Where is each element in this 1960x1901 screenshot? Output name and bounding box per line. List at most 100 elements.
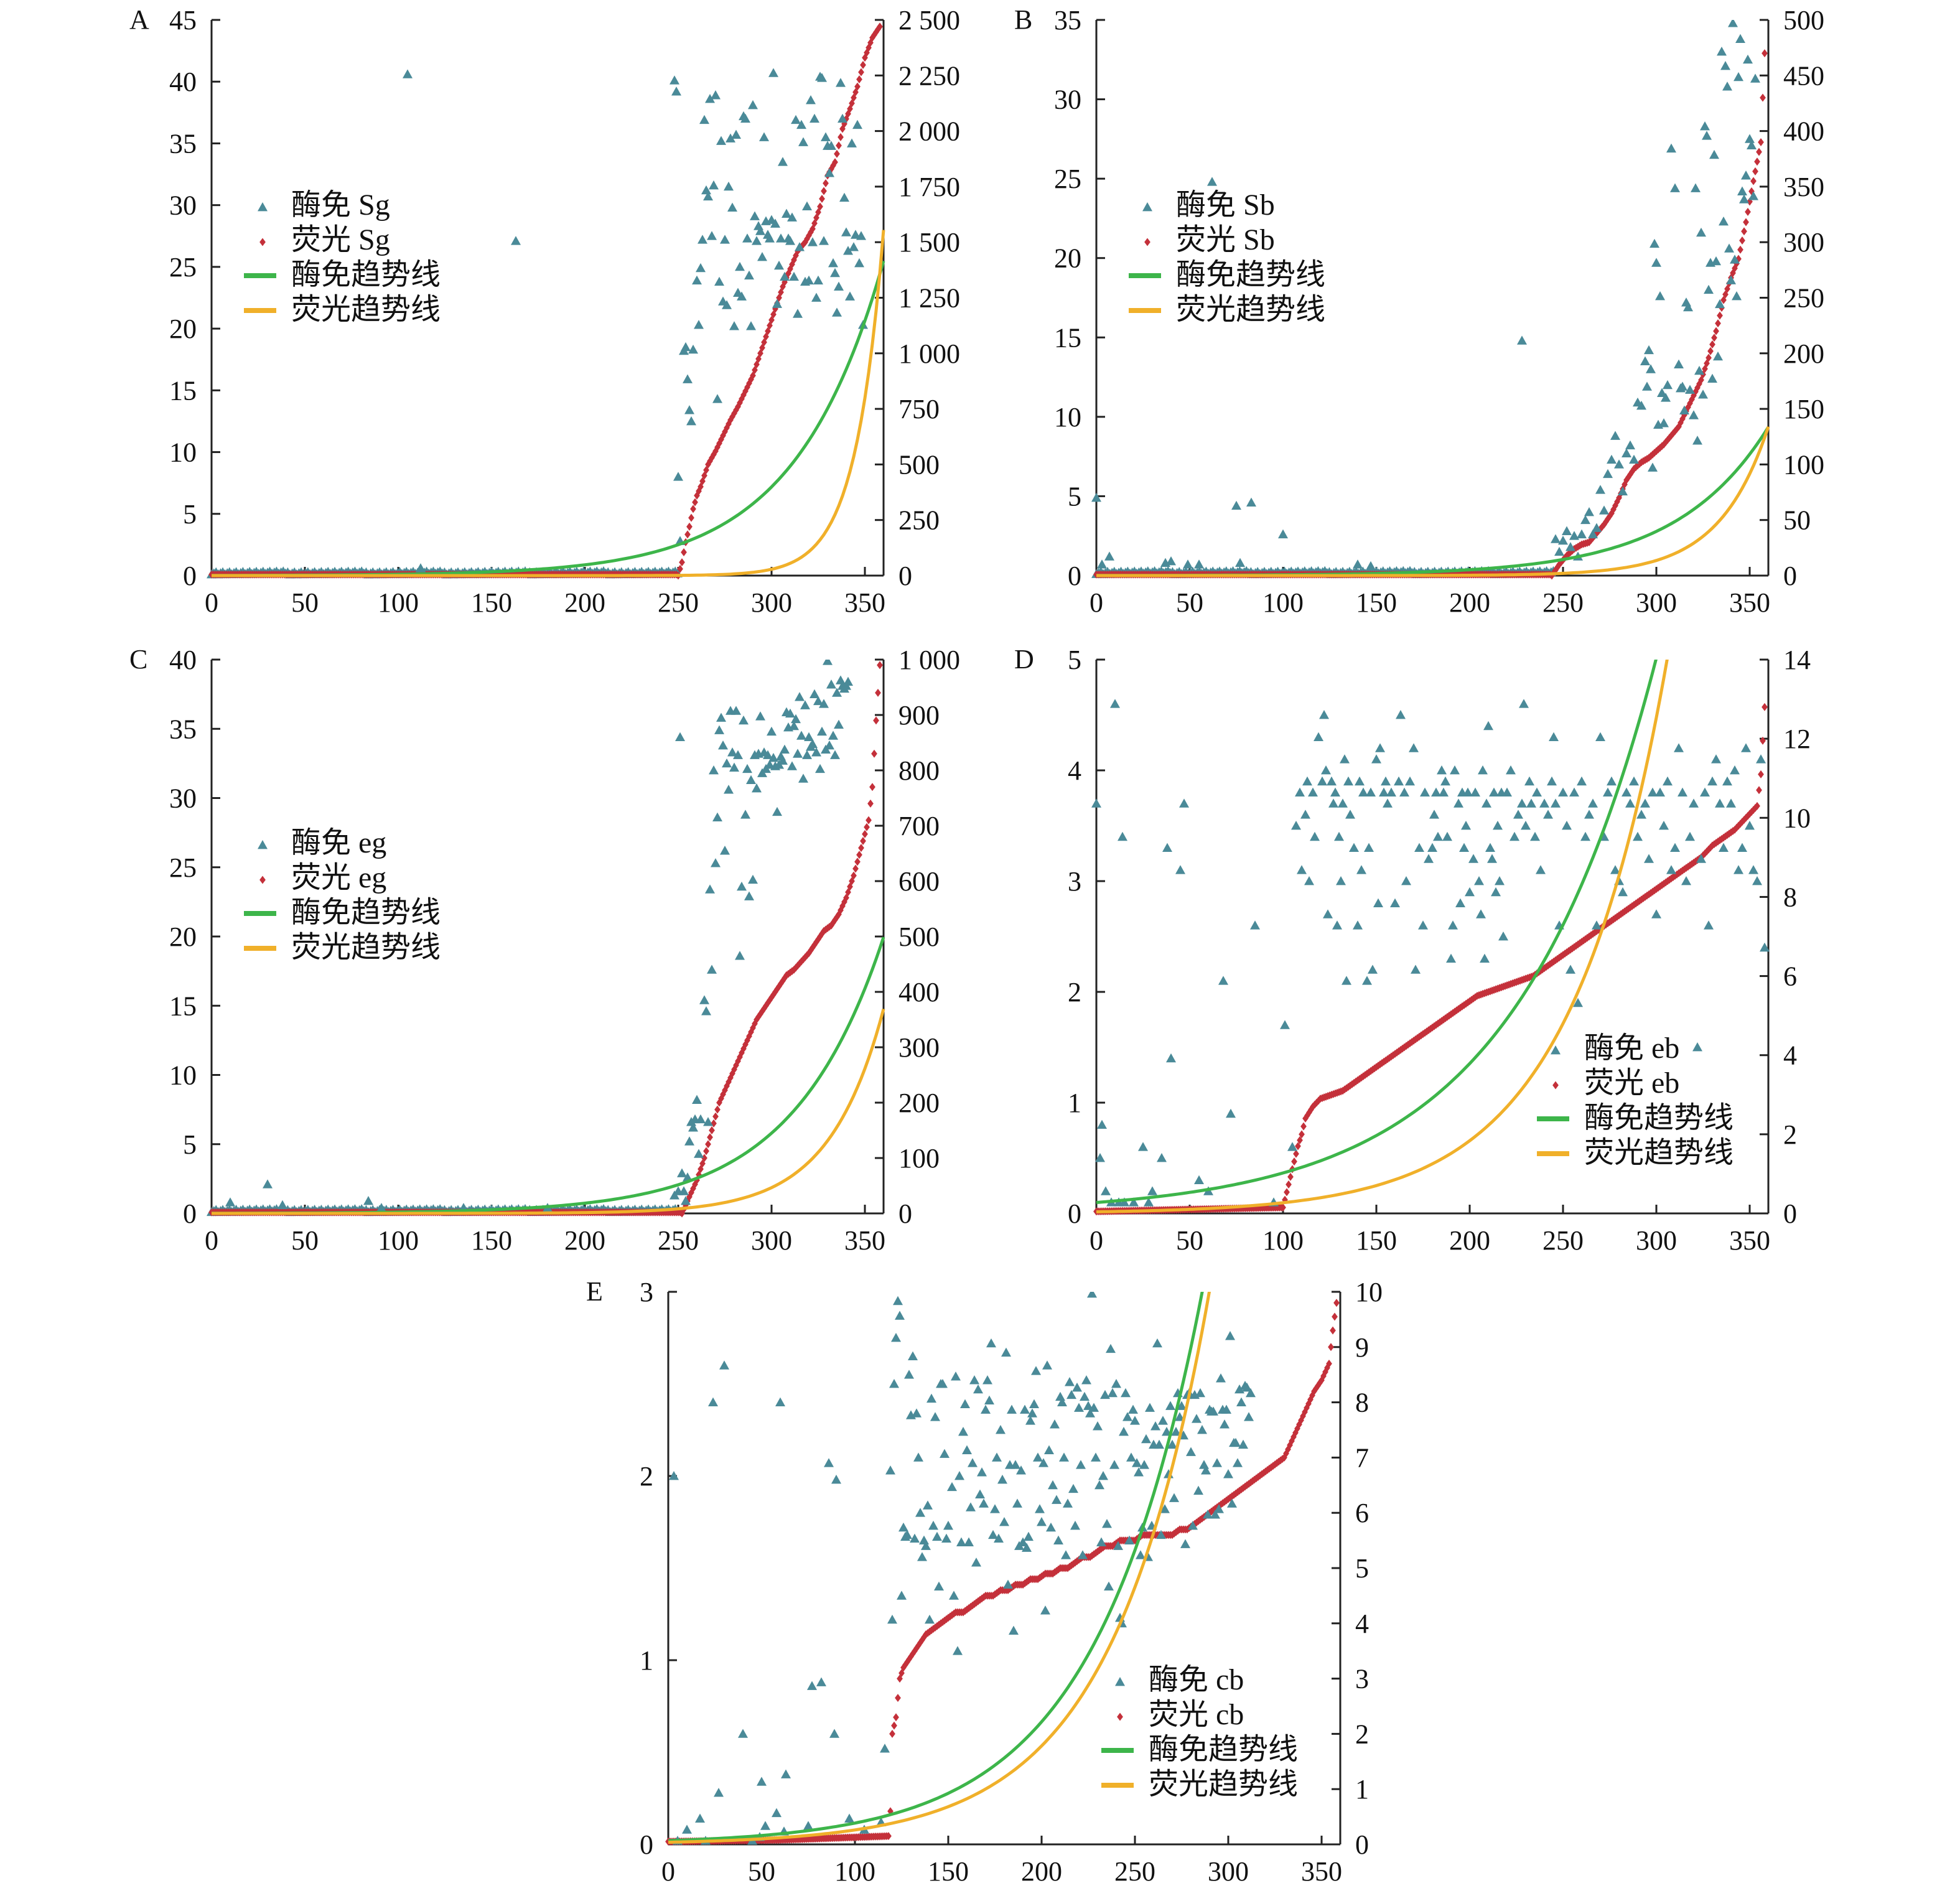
immuno-point (1678, 787, 1687, 796)
immuno-point (1246, 497, 1256, 507)
immuno-point (1390, 898, 1400, 907)
immuno-point (973, 1384, 983, 1394)
immuno-point (1752, 876, 1762, 885)
immuno-point (511, 236, 521, 245)
legend-label: 酶免 Sg (291, 189, 390, 222)
immuno-point (821, 132, 831, 141)
fluor-point (889, 1729, 895, 1738)
immuno-point (1180, 1539, 1190, 1548)
immuno-point (1741, 743, 1751, 752)
immuno-point (1448, 920, 1458, 930)
right-y-tick-label: 800 (898, 755, 940, 786)
right-y-tick-label: 0 (898, 1198, 912, 1229)
immuno-point (748, 874, 758, 884)
immuno-point (836, 78, 846, 87)
immuno-point (1666, 143, 1676, 153)
immuno-point (1420, 787, 1430, 796)
immuno-point (1485, 843, 1495, 852)
immuno-point (1629, 454, 1639, 464)
immuno-point (938, 1379, 948, 1388)
fluor-point (1713, 327, 1719, 335)
immuno-point (828, 731, 838, 740)
fluor-point (885, 1832, 892, 1841)
immuno-point (829, 1729, 839, 1738)
legend-immuno-marker (258, 202, 268, 212)
fluor-point (1280, 1203, 1286, 1212)
immuno-point (1025, 1416, 1035, 1425)
immuno-point (796, 731, 806, 740)
immuno-point (1450, 765, 1460, 775)
fluor-trend-line (212, 230, 885, 577)
immuno-point (1132, 1458, 1142, 1467)
immuno-point (757, 1777, 767, 1786)
immuno-point (716, 712, 726, 722)
immuno-point (737, 291, 747, 301)
immuno-point (847, 138, 857, 147)
immuno-point (692, 275, 702, 285)
fluor-point (817, 202, 823, 211)
immuno-point (1129, 1197, 1139, 1207)
immuno-point (834, 719, 844, 729)
immuno-point (947, 1482, 957, 1492)
immuno-point (1459, 843, 1469, 852)
immuno-point (1722, 776, 1732, 786)
fluor-point (834, 149, 840, 158)
panel-letter: A (129, 4, 149, 35)
left-y-tick-label: 10 (169, 437, 197, 468)
right-y-tick-label: 10 (1783, 803, 1811, 833)
immuno-point (823, 660, 833, 665)
immuno-point (1554, 546, 1564, 556)
immuno-point (724, 785, 734, 794)
immuno-point (1379, 787, 1389, 796)
immuno-point (1636, 810, 1646, 819)
immuno-point (1715, 798, 1725, 808)
legend-immuno-marker (1115, 1677, 1125, 1686)
immuno-point (1474, 876, 1484, 885)
immuno-point (891, 1333, 901, 1342)
immuno-point (1199, 1460, 1209, 1469)
immuno-point (910, 1533, 920, 1543)
legend-label: 荧光趋势线 (1149, 1768, 1298, 1801)
right-y-tick-label: 100 (1783, 449, 1824, 480)
fluor-point (1760, 736, 1766, 745)
x-tick-label: 50 (291, 1225, 319, 1256)
immuno-point (755, 226, 765, 235)
immuno-point (1704, 284, 1714, 294)
immuno-point (904, 1370, 914, 1379)
left-y-tick-label: 5 (1068, 481, 1081, 511)
fluor-trend-line (1096, 426, 1770, 577)
immuno-point (1562, 821, 1572, 830)
left-y-tick-label: 0 (183, 561, 197, 591)
x-tick-label: 300 (751, 587, 792, 618)
immuno-point (1517, 798, 1527, 808)
immuno-point (1003, 1579, 1013, 1589)
left-y-tick-label: 1 (640, 1645, 653, 1676)
fluor-trend-line (668, 1292, 1211, 1844)
panel-letter: D (1014, 644, 1034, 675)
immuno-point (1016, 1465, 1026, 1475)
immuno-point (699, 995, 709, 1004)
immuno-point (949, 1590, 959, 1600)
immuno-point (1226, 1108, 1236, 1118)
immuno-point (1188, 1520, 1198, 1530)
right-y-tick-label: 300 (898, 1032, 940, 1063)
immuno-point (1295, 787, 1305, 796)
immuno-point (705, 884, 715, 894)
left-y-tick-label: 25 (1054, 164, 1081, 194)
fluor-point (867, 799, 874, 808)
immuno-point (1696, 854, 1706, 863)
fluor-point (1286, 1180, 1292, 1189)
immuno-point (898, 1522, 908, 1532)
legend-label: 荧光 cb (1149, 1698, 1244, 1731)
immuno-point (1588, 529, 1598, 539)
left-y-tick-label: 10 (169, 1060, 197, 1091)
immuno-point (729, 321, 739, 330)
immuno-point (688, 1123, 698, 1132)
right-y-tick-label: 12 (1783, 724, 1811, 754)
immuno-point (997, 1474, 1007, 1484)
legend-immuno-marker (1142, 202, 1152, 212)
immuno-point (1317, 776, 1327, 786)
immuno-point (787, 761, 797, 770)
left-y-tick-label: 1 (1068, 1088, 1081, 1118)
